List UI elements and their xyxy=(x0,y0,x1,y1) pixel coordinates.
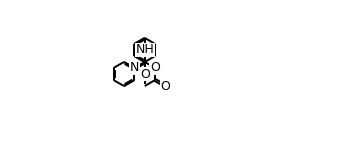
Text: O: O xyxy=(140,67,150,81)
Text: O: O xyxy=(150,61,160,74)
Text: NH: NH xyxy=(135,44,154,56)
Text: O: O xyxy=(161,79,171,92)
Text: N: N xyxy=(130,61,139,74)
